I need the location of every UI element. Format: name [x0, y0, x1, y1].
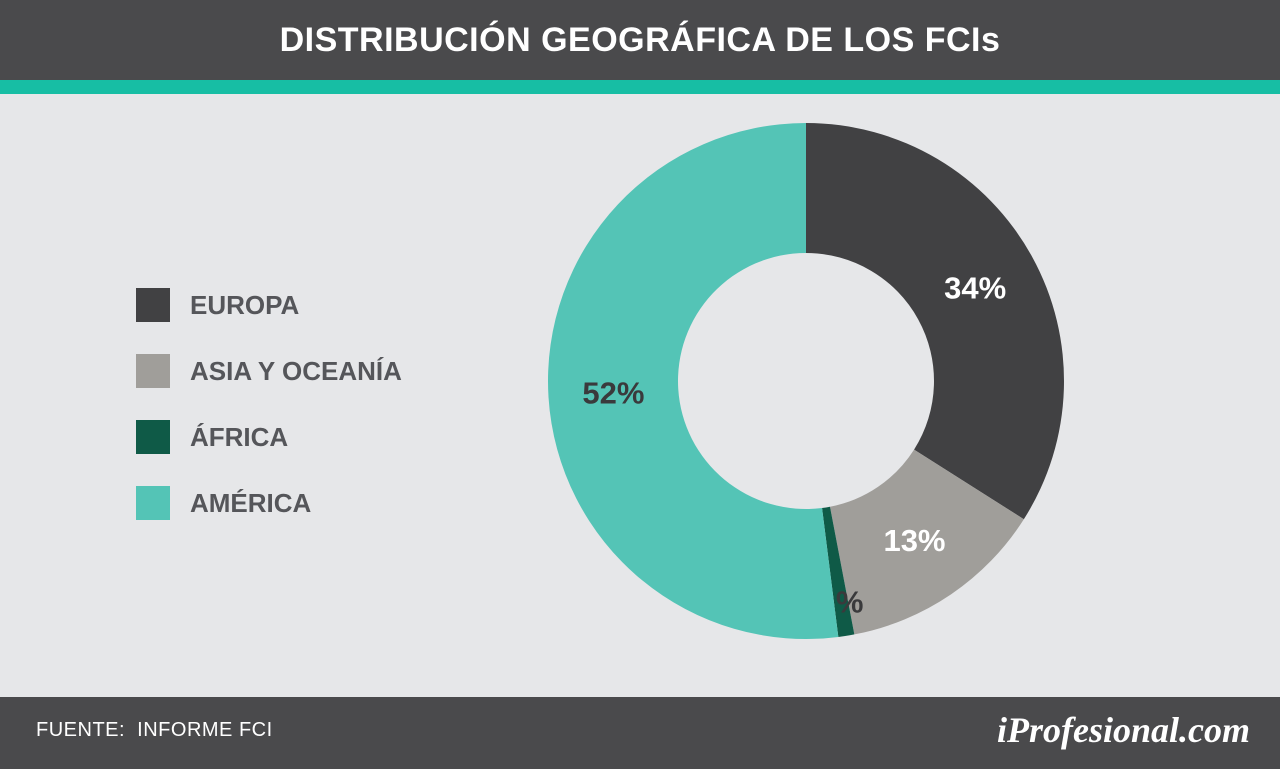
donut-slice [806, 123, 1064, 520]
slice-value-label: 13% [883, 523, 945, 558]
header-accent-stripe [0, 80, 1280, 94]
slice-value-label: 52% [582, 376, 644, 411]
legend-item: ÁFRICA [136, 420, 402, 454]
legend-item: ASIA Y OCEANÍA [136, 354, 402, 388]
legend-swatch [136, 486, 170, 520]
legend-swatch [136, 354, 170, 388]
donut-chart: 34% 13% 1% 52% [540, 118, 1080, 678]
legend-label: ÁFRICA [190, 421, 289, 452]
source-note: FUENTE: INFORME FCI [36, 719, 273, 741]
donut-slice [822, 506, 855, 637]
legend-label: ASIA Y OCEANÍA [190, 355, 402, 386]
footer-bar: FUENTE: INFORME FCI iProfesional.com [0, 697, 1280, 769]
legend-label: AMÉRICA [190, 487, 312, 518]
legend-item: AMÉRICA [136, 486, 402, 520]
chart-title: DISTRIBUCIÓN GEOGRÁFICA DE LOS FCIs [279, 20, 1001, 59]
slice-value-label: 34% [944, 271, 1006, 306]
donut-slice [547, 123, 839, 639]
legend-swatch [136, 288, 170, 322]
legend-item: EUROPA [136, 288, 402, 322]
donut-slice [829, 449, 1024, 635]
chart-header: DISTRIBUCIÓN GEOGRÁFICA DE LOS FCIs [0, 0, 1280, 80]
legend-swatch [136, 420, 170, 454]
brand-logo: iProfesional.com [997, 710, 1250, 750]
chart-legend: EUROPA ASIA Y OCEANÍA ÁFRICA AMÉRICA [136, 288, 402, 552]
donut-chart-svg: 34%13%1%52% [547, 123, 1064, 639]
legend-label: EUROPA [190, 289, 300, 320]
